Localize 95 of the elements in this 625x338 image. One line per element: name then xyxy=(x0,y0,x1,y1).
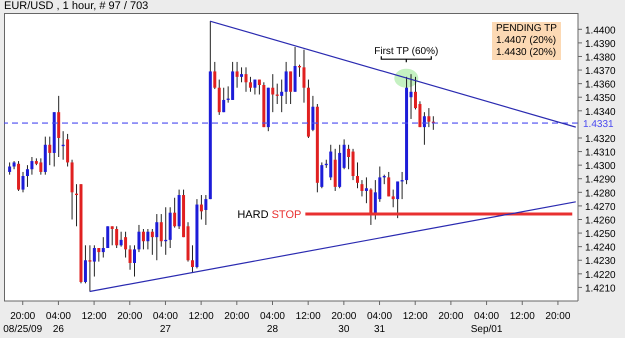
candlestick xyxy=(253,79,256,96)
candlestick xyxy=(248,76,252,92)
candlestick xyxy=(88,244,92,292)
x-tick-label: 12:00 xyxy=(510,311,536,322)
candlestick xyxy=(128,244,132,270)
candlestick xyxy=(102,236,105,258)
x-tick-label: 04:00 28 xyxy=(260,311,286,335)
y-tick-label: 1.4300 xyxy=(585,161,616,172)
y-tick-label: 1.4340 xyxy=(585,106,616,118)
x-tick-label: 20:00 08/25/09 xyxy=(3,311,43,335)
x-tick-label: 20:00 xyxy=(224,311,250,322)
candlestick xyxy=(110,226,114,246)
x-tick-label: 20:00 xyxy=(545,311,571,322)
candlestick xyxy=(146,228,150,250)
candlestick xyxy=(190,244,194,273)
candlestick xyxy=(137,224,140,253)
y-tick-label: 1.4400 xyxy=(585,25,616,36)
candlestick xyxy=(142,228,145,250)
candlestick xyxy=(150,228,154,256)
x-tick-label: 12:00 xyxy=(296,311,322,322)
candlestick xyxy=(84,244,87,284)
candlestick xyxy=(26,164,29,188)
y-tick-label: 1.4290 xyxy=(585,174,616,186)
candlestick xyxy=(222,87,226,113)
candlestick xyxy=(173,197,176,228)
candlestick xyxy=(280,79,284,113)
chart-title: EUR/USD , 1 hour, # 97 / 703 xyxy=(4,0,148,12)
y-tick-label: 1.4260 xyxy=(585,215,616,226)
x-tick-label: 04:00 27 xyxy=(152,311,178,335)
candlestick xyxy=(392,189,395,208)
candlestick xyxy=(258,79,261,96)
candlestick xyxy=(311,95,314,132)
x-tick-label: 20:00 30 xyxy=(331,311,357,335)
y-tick-label: 1.4250 xyxy=(585,229,616,240)
x-tick-label: 04:00 31 xyxy=(367,311,392,335)
ref-line-label: 1.4331 xyxy=(583,119,614,130)
y-tick-label: 1.4210 xyxy=(585,283,616,294)
x-tick-label: 20:00 xyxy=(117,311,143,322)
candlestick xyxy=(97,248,100,262)
x-tick-label: 12:00 xyxy=(82,311,108,322)
candlestick xyxy=(427,108,430,128)
candlestick xyxy=(66,133,70,168)
y-tick-label: 1.4270 xyxy=(585,202,616,213)
candlestick xyxy=(396,180,400,219)
y-tick-label: 1.4220 xyxy=(585,270,616,281)
candlestick xyxy=(244,66,248,92)
candlestick xyxy=(360,180,364,197)
ref-line-label: HARD STOP xyxy=(237,209,302,222)
candlestick xyxy=(240,66,244,83)
x-tick-label: 04:00 26 xyxy=(46,311,72,335)
annotation: PENDING TP 1.4407 (20%) 1.4430 (20%) xyxy=(492,22,561,60)
y-tick-label: 1.4310 xyxy=(585,148,616,159)
candlestick xyxy=(124,231,128,258)
candlestick xyxy=(155,214,158,261)
candlestick xyxy=(236,61,239,88)
candlestick xyxy=(284,61,288,105)
candlestick xyxy=(8,162,12,176)
candlestick xyxy=(364,176,368,204)
annotation: First TP (60%) xyxy=(374,46,438,58)
candlestick xyxy=(120,231,123,248)
candlestick xyxy=(302,49,306,104)
candlestick xyxy=(213,61,216,90)
y-tick-label: 1.4380 xyxy=(585,52,616,64)
y-tick-label: 1.4280 xyxy=(585,188,616,200)
x-tick-label: 04:00 Sep/01 xyxy=(470,311,503,335)
candlestick xyxy=(204,194,208,226)
candlestick xyxy=(320,162,324,189)
x-tick-label: 12:00 xyxy=(402,311,428,322)
y-tick-label: 1.4240 xyxy=(585,242,616,254)
candlestick xyxy=(200,194,203,220)
candlestick xyxy=(298,64,302,78)
candlestick xyxy=(289,70,292,105)
candlestick xyxy=(382,174,386,185)
candlestick xyxy=(422,112,426,146)
candlestick xyxy=(115,226,118,249)
y-tick-label: 1.4390 xyxy=(585,38,616,50)
candlestick xyxy=(276,83,279,105)
candlestick xyxy=(133,244,136,278)
candlestick xyxy=(22,171,24,193)
candlestick xyxy=(160,214,163,248)
candlestick xyxy=(400,171,404,200)
y-tick-label: 1.4370 xyxy=(585,66,616,78)
y-tick-label: 1.4230 xyxy=(585,256,616,268)
candlestick xyxy=(92,244,96,278)
y-tick-label: 1.4360 xyxy=(585,80,616,91)
x-tick-label: 12:00 xyxy=(188,311,214,322)
candlestick xyxy=(30,156,34,176)
candlestick xyxy=(387,171,390,197)
candlestick xyxy=(39,158,42,176)
y-tick-label: 1.4350 xyxy=(585,93,616,104)
candlestick xyxy=(356,162,359,189)
candlestick xyxy=(271,74,274,113)
candlestick xyxy=(48,136,52,166)
x-tick-label: 20:00 xyxy=(438,311,464,322)
y-tick-label: 1.4320 xyxy=(585,134,616,145)
